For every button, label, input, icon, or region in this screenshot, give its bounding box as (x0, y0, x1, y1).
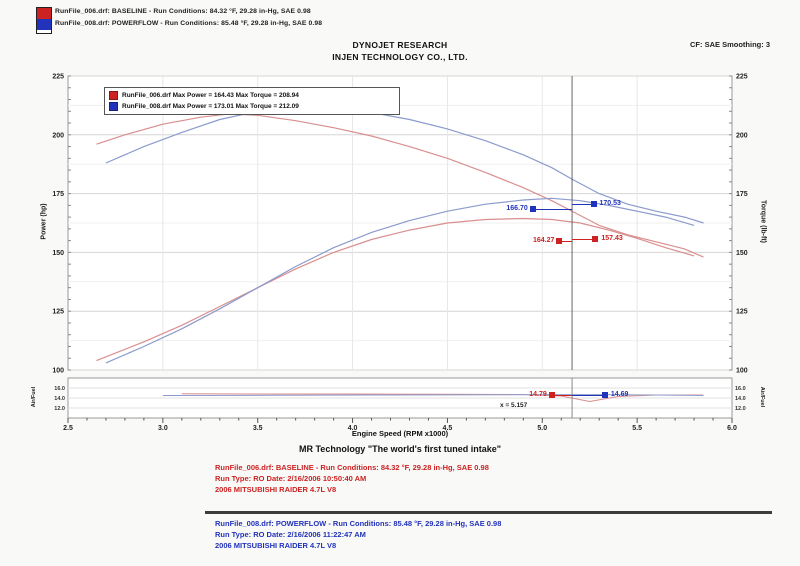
footer-divider (205, 511, 772, 514)
baseline-run-line3: 2006 MITSUBISHI RAIDER 4.7L V8 (215, 485, 337, 494)
x-tick-label: 6.0 (727, 425, 737, 432)
cursor-value-label: 170.53 (599, 200, 621, 208)
baseline-color-swatch (37, 8, 51, 19)
series-baseline-torque (96, 113, 704, 258)
dyno-chart-svg: 100 100 125 125 150 150 175 175 200 200 225 225 12.0… (52, 74, 748, 433)
af-series-powerflow-air-fuel (162, 394, 704, 396)
y-tick-label-right: 150 (736, 250, 748, 257)
baseline-legend-label: RunFile_006.drf Max Power = 164.43 Max T… (122, 92, 299, 99)
mr-technology-tagline: MR Technology "The world's first tuned i… (298, 444, 502, 454)
cursor-x-readout: x = 5.157 (500, 402, 528, 409)
run-color-key (36, 7, 52, 34)
cursor-marker (592, 236, 599, 243)
cursor-marker (601, 391, 608, 398)
company-title: INJEN TECHNOLOGY CO., LTD. (332, 52, 468, 62)
af-tick-label-left: 12.0 (54, 406, 65, 412)
series-powerflow-power (105, 197, 695, 364)
powerflow-run-block: RunFile_008.drf: POWERFLOW - Run Conditi… (215, 518, 501, 551)
legend-row-baseline: RunFile_006.drf Max Power = 164.43 Max T… (109, 90, 395, 101)
y-tick-label-right: 100 (736, 368, 748, 375)
baseline-run-conditions: RunFile_006.drf: BASELINE - Run Conditio… (55, 8, 311, 15)
cursor-value-label: 14.79 (529, 390, 547, 398)
cursor-value-label: 157.43 (601, 235, 623, 243)
y-tick-label-left: 200 (52, 132, 64, 139)
y-tick-label-right: 175 (736, 191, 748, 198)
legend-row-powerflow: RunFile_008.drf Max Power = 173.01 Max T… (109, 101, 395, 112)
y-tick-label-right: 200 (736, 132, 748, 139)
powerflow-legend-swatch (109, 102, 118, 111)
y-tick-label-left: 150 (52, 250, 64, 257)
series-powerflow-torque (105, 105, 704, 224)
af-tick-label-right: 14.0 (735, 396, 746, 402)
x-tick-label: 5.0 (537, 425, 547, 432)
x-axis-title: Engine Speed (RPM x1000) (351, 429, 449, 438)
powerflow-run-conditions: RunFile_008.drf: POWERFLOW - Run Conditi… (55, 20, 323, 27)
powerflow-run-line1: RunFile_008.drf: POWERFLOW - Run Conditi… (215, 519, 502, 528)
powerflow-run-line2: Run Type: RO Date: 2/16/2006 11:22:47 AM (215, 530, 366, 539)
x-tick-label: 4.0 (348, 425, 358, 432)
cursor-value-label: 164.27 (532, 236, 555, 244)
callout-layer: 166.70 170.53 164.27 157.43 14.79 14.69 x = 5.… (500, 200, 629, 409)
baseline-legend-swatch (109, 91, 118, 100)
y-tick-label-left: 175 (52, 191, 64, 198)
series-baseline-power (96, 217, 695, 362)
chart-legend-box: RunFile_006.drf Max Power = 164.43 Max T… (104, 87, 400, 115)
callout-connector (572, 204, 594, 206)
callout-connector (572, 239, 596, 241)
callout-connector (532, 208, 573, 210)
af-tick-label-right: 16.0 (735, 386, 746, 392)
correction-smoothing-label: CF: SAE Smoothing: 3 (690, 40, 770, 49)
y-tick-label-right: 225 (736, 74, 748, 81)
x-tick-label: 3.5 (253, 425, 263, 432)
callout-connector (572, 394, 605, 396)
powerflow-legend-label: RunFile_008.drf Max Power = 173.01 Max T… (122, 103, 299, 110)
powerflow-color-swatch (37, 19, 51, 30)
y-tick-label-left: 100 (52, 368, 64, 375)
powerflow-run-line3: 2006 MITSUBISHI RAIDER 4.7L V8 (215, 541, 337, 550)
af-tick-label-left: 14.0 (54, 396, 65, 402)
y-tick-label-left: 125 (52, 309, 64, 316)
y-tick-label-left: 225 (52, 74, 64, 81)
cursor-value-label: 14.69 (610, 390, 629, 398)
x-tick-label: 3.0 (158, 425, 168, 432)
af-tick-label-left: 16.0 (54, 386, 65, 392)
baseline-run-block: RunFile_006.drf: BASELINE - Run Conditio… (215, 462, 489, 495)
cursor-marker (590, 201, 597, 208)
x-tick-label: 5.5 (632, 425, 642, 432)
x-tick-label: 2.5 (63, 425, 73, 432)
af-tick-label-right: 12.0 (735, 406, 746, 412)
baseline-run-line2: Run Type: RO Date: 2/16/2006 10:50:40 AM (215, 474, 367, 483)
callout-connector (551, 394, 573, 396)
af-series-baseline-air-fuel (181, 393, 704, 403)
y-tick-label-right: 125 (736, 309, 748, 316)
dyno-lab-title: DYNOJET RESEARCH (352, 40, 448, 50)
callout-connector (559, 240, 573, 242)
cursor-value-label: 166.70 (506, 204, 528, 212)
x-tick-label: 4.5 (443, 425, 453, 432)
baseline-run-line1: RunFile_006.drf: BASELINE - Run Conditio… (215, 463, 489, 472)
